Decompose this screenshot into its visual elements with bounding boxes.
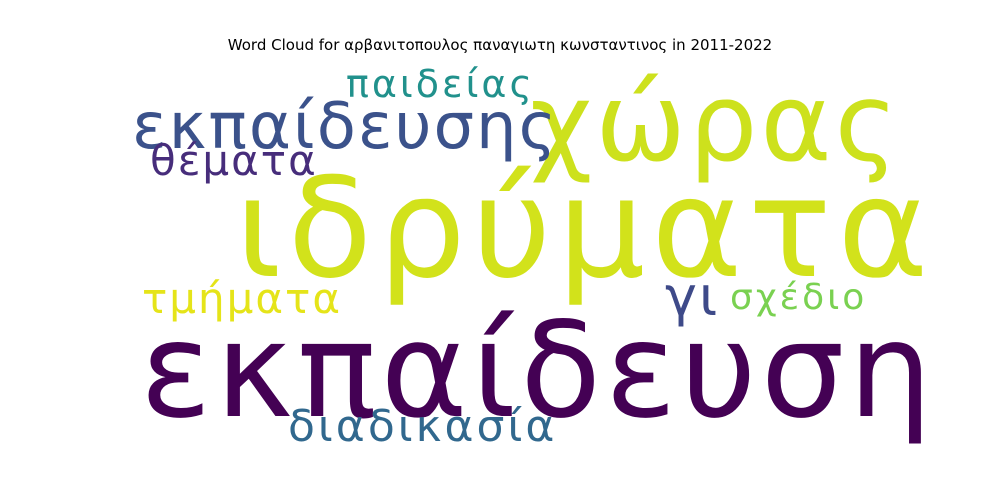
word-τμήματα: τμήματα [142,274,343,323]
word-ιδρύματα: ιδρύματα [235,148,935,309]
word-χώρας: χώρας [530,61,901,186]
chart-title: Word Cloud for αρβανιτοπουλος παναγιωτη … [227,36,773,54]
word-σχέδιο: σχέδιο [730,277,868,318]
word-cloud: ιδρύματα εκπαίδευση χώρας εκπαίδευσης πα… [130,60,932,480]
word-εκπαίδευση: εκπαίδευση [140,294,937,448]
word-θέματα: θέματα [150,136,318,185]
word-παιδείας: παιδείας [346,62,535,106]
word-εκπαίδευσης: εκπαίδευσης [132,90,559,164]
word-γι: γι [665,265,720,328]
word-διαδικασία: διαδικασία [288,401,558,452]
